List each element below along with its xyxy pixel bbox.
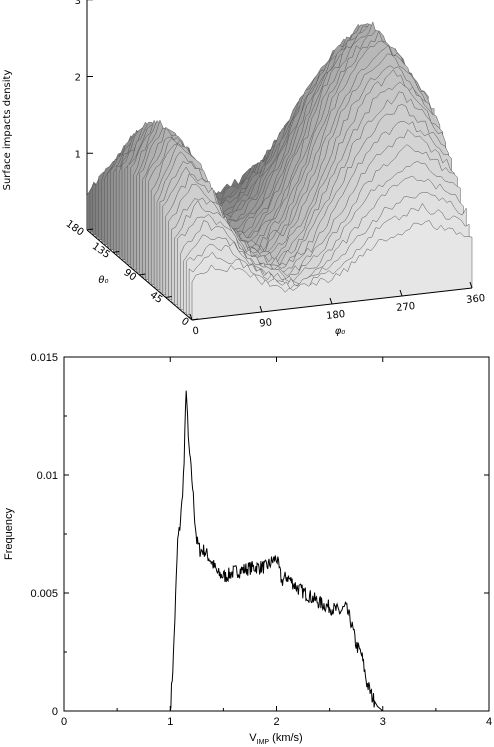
x-axis-title-main: V xyxy=(249,732,257,744)
phi-tick-mark xyxy=(399,289,403,297)
z-tick-label: 1 xyxy=(75,149,81,160)
z-tick-label: 2 xyxy=(75,73,81,84)
y-axis-title: Frequency xyxy=(3,508,15,560)
frequency-plot: 0 1 2 3 4 0 0.005 0.01 0.015 Frequency VIMP (km/… xyxy=(3,352,492,746)
y-tick-label: 0 xyxy=(52,706,58,718)
x-axis-title: VIMP (km/s) xyxy=(249,732,302,746)
theta-tick-mark xyxy=(191,318,199,321)
x-axis-title-unit: (km/s) xyxy=(269,732,303,744)
phi-tick-mark xyxy=(259,305,263,313)
theta-tick-label: 180 xyxy=(64,218,86,238)
phi-tick-label: 90 xyxy=(259,317,273,329)
y-tick-label: 0.005 xyxy=(30,588,58,600)
phi-axis-title: φ₀ xyxy=(335,326,346,337)
plot-frame xyxy=(63,356,490,712)
x-tick-label: 4 xyxy=(486,716,492,728)
x-tick-label: 1 xyxy=(167,716,173,728)
z-tick-label: 3 xyxy=(75,0,81,7)
phi-tick-mark xyxy=(189,313,193,321)
tick-marks xyxy=(63,356,490,712)
theta-axis-title: θ₀ xyxy=(98,275,108,286)
x-tick-label: 0 xyxy=(61,716,67,728)
phi-tick-mark xyxy=(329,297,333,305)
phi-tick-label: 360 xyxy=(466,293,486,306)
theta-tick-mark xyxy=(86,228,94,231)
x-tick-label: 2 xyxy=(273,716,279,728)
tick-labels: 0 1 2 3 4 0 0.005 0.01 0.015 xyxy=(30,352,492,728)
phi-tick-label: 270 xyxy=(396,301,416,314)
y-tick-label: 0.01 xyxy=(37,470,58,482)
phi-tick-mark xyxy=(469,281,473,289)
x-axis-title-subscript: IMP xyxy=(257,739,270,746)
theta-tick-mark xyxy=(139,273,146,276)
phi-tick-label: 0 xyxy=(192,326,199,338)
phi-tick-label: 180 xyxy=(326,309,346,322)
theta-tick-label: 0 xyxy=(179,316,191,329)
surface-plot: 1234Surface impacts density0901802703600… xyxy=(2,0,486,337)
theta-tick-mark xyxy=(165,296,172,298)
z-axis-title: Surface impacts density xyxy=(2,70,13,191)
y-tick-label: 0.015 xyxy=(30,352,58,364)
x-tick-label: 3 xyxy=(380,716,386,728)
frequency-series-line xyxy=(169,390,384,712)
theta-tick-mark xyxy=(113,251,120,253)
